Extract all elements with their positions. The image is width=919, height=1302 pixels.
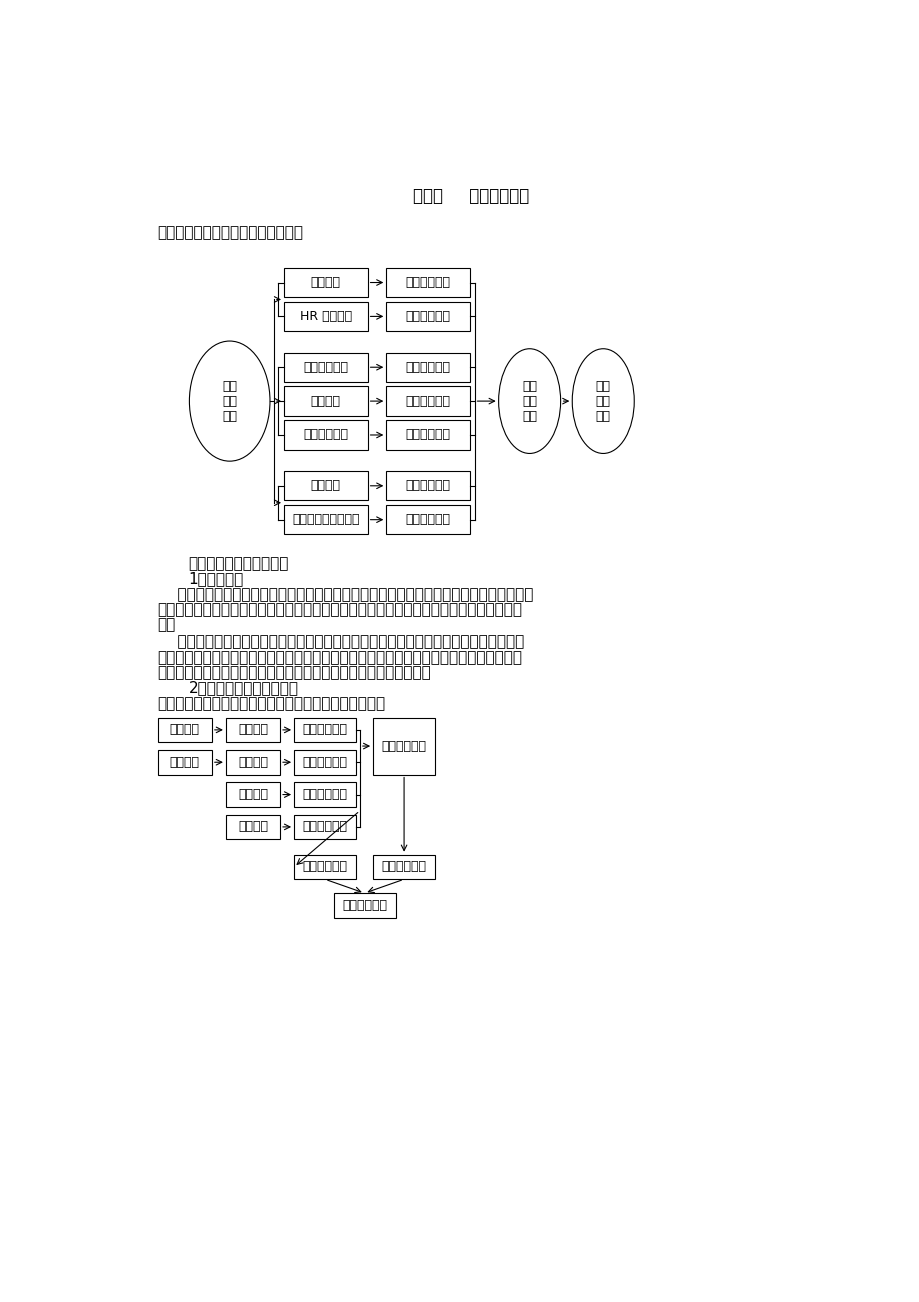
Text: 培训效果评估: 培训效果评估 xyxy=(342,898,387,911)
Text: 招募甑选: 招募甑选 xyxy=(238,724,267,737)
Bar xyxy=(373,854,435,879)
Bar xyxy=(225,750,279,775)
Bar xyxy=(225,815,279,840)
Text: 明确工作职责: 明确工作职责 xyxy=(405,395,450,408)
Text: 职位分析: 职位分析 xyxy=(311,395,340,408)
Bar xyxy=(386,353,470,381)
Text: 绩效考核: 绩效考核 xyxy=(238,755,267,768)
Text: 2、人力资源管理系统分析: 2、人力资源管理系统分析 xyxy=(188,681,299,695)
Text: 年度发展规划: 年度发展规划 xyxy=(405,276,450,289)
Bar xyxy=(284,268,368,297)
Text: 业绩分析: 业绩分析 xyxy=(311,479,340,492)
Text: 找出问题原因: 找出问题原因 xyxy=(405,428,450,441)
Text: 培训体系在人力资源管理系统中的地位和作用，见下图：: 培训体系在人力资源管理系统中的地位和作用，见下图： xyxy=(157,697,385,711)
Text: 展。: 展。 xyxy=(157,617,176,633)
Text: 企业经营目标: 企业经营目标 xyxy=(381,740,426,753)
Text: 绩效结果反馈: 绩效结果反馈 xyxy=(405,479,450,492)
Text: 转变行为模式: 转变行为模式 xyxy=(302,820,347,833)
Bar xyxy=(386,421,470,449)
Ellipse shape xyxy=(572,349,633,453)
Text: 战略分析: 战略分析 xyxy=(311,276,340,289)
Text: 二、培训需求的路径分析: 二、培训需求的路径分析 xyxy=(188,556,289,570)
Bar xyxy=(225,783,279,807)
Text: 组织架构: 组织架构 xyxy=(170,724,199,737)
Text: 确认
培训
需求: 确认 培训 需求 xyxy=(522,380,537,423)
Text: 绩效差异分析: 绩效差异分析 xyxy=(302,755,347,768)
Text: 企业文化: 企业文化 xyxy=(238,820,267,833)
Bar xyxy=(157,717,211,742)
Text: 建立培训体系: 建立培训体系 xyxy=(405,310,450,323)
Text: 建立培训目标: 建立培训目标 xyxy=(381,861,426,874)
Bar xyxy=(284,302,368,331)
Text: 现存问题分析: 现存问题分析 xyxy=(303,428,348,441)
Bar xyxy=(373,717,435,775)
Text: 根据公司的近期规划和长期发展规划，生产和业务的发展需要优秀的、有满足岗位需求: 根据公司的近期规划和长期发展规划，生产和业务的发展需要优秀的、有满足岗位需求 xyxy=(157,634,523,650)
Bar xyxy=(294,815,356,840)
Text: 面对激烈的市场竞争，公司必须对产品市场做出迅速有效的反应，制定长远的发展规划。: 面对激烈的市场竞争，公司必须对产品市场做出迅速有效的反应，制定长远的发展规划。 xyxy=(157,587,532,602)
Text: 一、培训需求调研流程图，见下图：: 一、培训需求调研流程图，见下图： xyxy=(157,225,303,241)
Bar xyxy=(294,854,356,879)
Text: 确定事件影响: 确定事件影响 xyxy=(405,361,450,374)
Bar xyxy=(334,893,395,918)
Bar xyxy=(294,750,356,775)
Text: 建立
培训
目标: 建立 培训 目标 xyxy=(596,380,610,423)
Text: 第二章     培训需求调研: 第二章 培训需求调研 xyxy=(413,187,529,206)
Text: HR 系统分析: HR 系统分析 xyxy=(300,310,351,323)
Text: 工作分析: 工作分析 xyxy=(170,755,199,768)
Bar xyxy=(294,783,356,807)
Bar xyxy=(284,421,368,449)
Text: 培训
需求
调研: 培训 需求 调研 xyxy=(222,380,237,423)
Text: 突出重点培养: 突出重点培养 xyxy=(405,513,450,526)
Bar xyxy=(157,750,211,775)
Text: 重大事件分析: 重大事件分析 xyxy=(303,361,348,374)
Bar xyxy=(386,505,470,534)
Text: 薪酬管理: 薪酬管理 xyxy=(238,788,267,801)
Bar xyxy=(386,387,470,415)
Bar xyxy=(294,717,356,742)
Ellipse shape xyxy=(189,341,269,461)
Bar xyxy=(386,268,470,297)
Bar xyxy=(284,471,368,500)
Text: 确认培训需求: 确认培训需求 xyxy=(302,861,347,874)
Text: 职位匹配分析: 职位匹配分析 xyxy=(302,724,347,737)
Bar xyxy=(284,505,368,534)
Bar xyxy=(284,387,368,415)
Bar xyxy=(386,302,470,331)
Text: 1、战略分析: 1、战略分析 xyxy=(188,572,244,586)
Bar xyxy=(386,471,470,500)
Text: 的、具有专业技能的各类管理人才和专业人才；除了从公司外部选聘引进人才外，更重要的: 的、具有专业技能的各类管理人才和专业人才；除了从公司外部选聘引进人才外，更重要的 xyxy=(157,650,522,665)
Ellipse shape xyxy=(498,349,560,453)
Text: 是对公司内部现有的人才有针对性地进行培训、提高、开发和使用。: 是对公司内部现有的人才有针对性地进行培训、提高、开发和使用。 xyxy=(157,665,431,680)
Text: 职业发展前瞻性需求: 职业发展前瞻性需求 xyxy=(291,513,359,526)
Bar xyxy=(284,353,368,381)
Text: 增大产出投入: 增大产出投入 xyxy=(302,788,347,801)
Text: 为了保持公司的持续健康发展，培训工作必须在立足于现在的同时，要着眼于公司的未来发: 为了保持公司的持续健康发展，培训工作必须在立足于现在的同时，要着眼于公司的未来发 xyxy=(157,602,522,617)
Bar xyxy=(225,717,279,742)
